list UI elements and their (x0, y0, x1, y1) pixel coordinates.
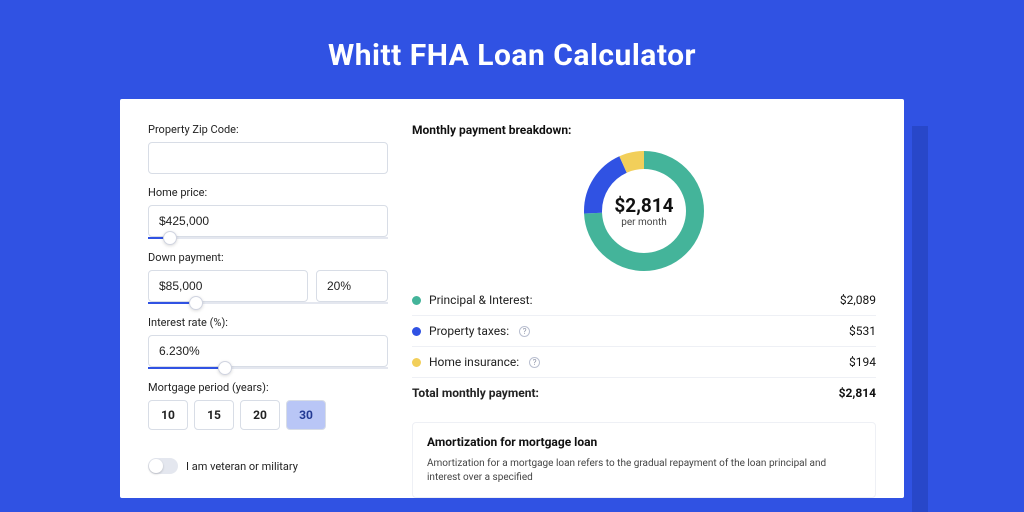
total-label: Total monthly payment: (412, 386, 539, 400)
price-slider-thumb[interactable] (163, 231, 177, 245)
donut-value: $2,814 (614, 194, 673, 217)
donut-center: $2,814 per month (614, 194, 673, 228)
zip-input[interactable] (148, 142, 388, 174)
down-field: Down payment: (148, 251, 388, 304)
breakdown-row-label: Property taxes: (429, 324, 509, 338)
amortization-box: Amortization for mortgage loan Amortizat… (412, 422, 876, 498)
period-option-15[interactable]: 15 (194, 400, 234, 430)
down-label: Down payment: (148, 251, 388, 264)
period-label: Mortgage period (years): (148, 381, 388, 394)
rate-input[interactable] (148, 335, 388, 367)
price-label: Home price: (148, 186, 388, 199)
decorative-shadow (912, 126, 928, 512)
breakdown-title: Monthly payment breakdown: (412, 123, 876, 137)
donut-chart: $2,814 per month (412, 151, 876, 271)
period-option-20[interactable]: 20 (240, 400, 280, 430)
breakdown-row-left: Property taxes:? (412, 324, 530, 338)
down-pct-input[interactable] (316, 270, 388, 302)
total-row: Total monthly payment: $2,814 (412, 377, 876, 408)
total-value: $2,814 (839, 386, 876, 400)
donut-sub: per month (614, 217, 673, 228)
price-slider[interactable] (148, 237, 388, 239)
breakdown-row-left: Principal & Interest: (412, 293, 533, 307)
amortization-title: Amortization for mortgage loan (427, 435, 861, 449)
period-option-10[interactable]: 10 (148, 400, 188, 430)
breakdown-row-value: $531 (849, 324, 876, 338)
down-slider[interactable] (148, 302, 388, 304)
page-title: Whitt FHA Loan Calculator (328, 38, 696, 73)
info-icon[interactable]: ? (529, 357, 540, 368)
breakdown-row-value: $2,089 (840, 293, 876, 307)
legend-dot (412, 296, 421, 305)
breakdown-column: Monthly payment breakdown: $2,814 per mo… (412, 123, 876, 498)
breakdown-row-label: Principal & Interest: (429, 293, 533, 307)
breakdown-row: Property taxes:? $531 (412, 315, 876, 346)
breakdown-row-value: $194 (849, 355, 876, 369)
veteran-toggle[interactable] (148, 458, 178, 474)
amortization-text: Amortization for a mortgage loan refers … (427, 457, 861, 485)
form-column: Property Zip Code: Home price: Down paym… (148, 123, 388, 498)
breakdown-row-left: Home insurance:? (412, 355, 540, 369)
breakdown-row: Principal & Interest: $2,089 (412, 285, 876, 315)
down-slider-thumb[interactable] (189, 296, 203, 310)
legend-dot (412, 358, 421, 367)
breakdown-row-label: Home insurance: (429, 355, 519, 369)
veteran-row: I am veteran or military (148, 458, 388, 474)
period-field: Mortgage period (years): 10152030 (148, 381, 388, 430)
price-field: Home price: (148, 186, 388, 239)
zip-field: Property Zip Code: (148, 123, 388, 174)
down-amount-input[interactable] (148, 270, 308, 302)
calculator-card: Property Zip Code: Home price: Down paym… (120, 99, 904, 498)
breakdown-row: Home insurance:? $194 (412, 346, 876, 377)
rate-label: Interest rate (%): (148, 316, 388, 329)
veteran-label: I am veteran or military (186, 460, 298, 473)
legend-dot (412, 327, 421, 336)
toggle-knob (149, 459, 163, 473)
rate-slider[interactable] (148, 367, 388, 369)
rate-slider-thumb[interactable] (218, 361, 232, 375)
info-icon[interactable]: ? (519, 326, 530, 337)
period-option-30[interactable]: 30 (286, 400, 326, 430)
price-input[interactable] (148, 205, 388, 237)
rate-field: Interest rate (%): (148, 316, 388, 369)
zip-label: Property Zip Code: (148, 123, 388, 136)
